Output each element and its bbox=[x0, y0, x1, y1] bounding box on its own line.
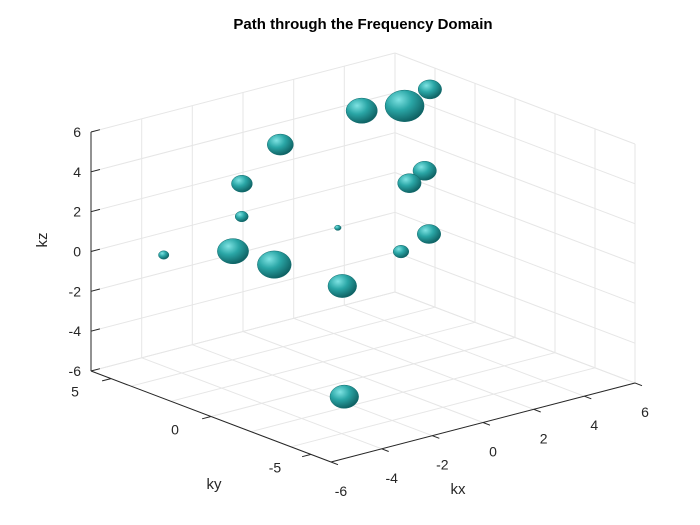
isosurface-blob bbox=[334, 224, 342, 231]
y-tick-mark bbox=[201, 416, 212, 420]
z-tick-label: -6 bbox=[69, 363, 82, 379]
z-tick-mark bbox=[90, 248, 101, 252]
back-wall-grid-z bbox=[90, 92, 396, 173]
x-tick-mark bbox=[432, 435, 440, 439]
z-tick-label: 4 bbox=[73, 164, 81, 180]
x-tick-mark bbox=[533, 408, 541, 413]
side-wall-grid-z bbox=[394, 291, 636, 384]
x-tick-label: 6 bbox=[641, 404, 649, 420]
y-tick-label: -5 bbox=[269, 459, 282, 475]
back-wall-grid-z bbox=[90, 291, 396, 372]
x-tick-label: -6 bbox=[335, 483, 348, 499]
isosurface-blob bbox=[327, 274, 357, 298]
x-tick-label: -2 bbox=[436, 457, 449, 473]
y-tick-label: 0 bbox=[171, 422, 179, 438]
z-tick-label: 0 bbox=[73, 244, 81, 260]
z-tick-mark bbox=[90, 288, 101, 292]
x-tick-mark bbox=[482, 422, 491, 426]
floor-grid-y bbox=[170, 321, 476, 402]
side-wall-grid-z bbox=[394, 92, 636, 185]
z-tick-mark bbox=[90, 328, 101, 332]
z-tick-label: -2 bbox=[69, 283, 82, 299]
y-tick-label: 5 bbox=[71, 384, 79, 400]
back-wall-grid-z bbox=[90, 52, 396, 133]
isosurface-blob bbox=[267, 133, 294, 156]
y-axis-label: ky bbox=[207, 476, 223, 493]
y-tick-mark bbox=[101, 378, 112, 382]
tick-labels: -6 -4 -2 0 2 4 6 5 0 -5 6 4 2 0 -2 -4 -6 bbox=[69, 124, 650, 499]
x-axis-label: kx bbox=[451, 481, 467, 498]
x-tick-label: 0 bbox=[489, 444, 497, 460]
z-tick-label: 2 bbox=[73, 204, 81, 220]
floor-grid-y bbox=[130, 306, 436, 387]
isosurface-blob bbox=[392, 245, 410, 259]
z-tick-label: -4 bbox=[69, 323, 82, 339]
isosurface-blob bbox=[234, 210, 249, 223]
back-wall-grid-z bbox=[90, 132, 396, 213]
isosurface-blob bbox=[345, 97, 378, 124]
back-wall-grid-z bbox=[90, 251, 396, 332]
z-tick-mark bbox=[90, 129, 101, 133]
floor-grid-y bbox=[250, 352, 556, 433]
side-wall-grid-z bbox=[394, 52, 636, 145]
z-axis-label: kz bbox=[34, 233, 51, 248]
side-wall-grid-z bbox=[394, 132, 636, 225]
z-tick-mark bbox=[90, 368, 101, 372]
x-tick-label: 2 bbox=[540, 430, 548, 446]
x-tick-mark bbox=[330, 461, 339, 466]
isosurface-blobs bbox=[158, 79, 442, 409]
chart-title: Path through the Frequency Domain bbox=[233, 16, 492, 33]
z-tick-mark bbox=[90, 169, 101, 173]
x-tick-mark bbox=[634, 382, 643, 387]
z-tick-mark bbox=[90, 208, 101, 213]
isosurface-blob bbox=[397, 173, 422, 193]
side-wall-grid-z bbox=[394, 172, 636, 264]
x-tick-mark bbox=[381, 448, 389, 452]
side-wall-grid-z bbox=[394, 251, 636, 344]
isosurface-blob bbox=[231, 175, 253, 193]
z-tick-label: 6 bbox=[73, 124, 81, 140]
isosurface-blob bbox=[417, 224, 441, 244]
y-tick-mark bbox=[301, 453, 312, 458]
isosurface-blob bbox=[412, 161, 437, 181]
x-tick-label: -4 bbox=[385, 470, 398, 486]
x-tick-mark bbox=[584, 395, 592, 400]
isosurface-blob bbox=[329, 384, 359, 409]
isosurface-blob bbox=[384, 89, 425, 122]
isosurface-blob bbox=[217, 238, 249, 265]
floor-grid-y bbox=[290, 367, 596, 448]
isosurface-blob bbox=[257, 250, 292, 279]
floor-grid-y bbox=[210, 337, 516, 417]
isosurface-blob bbox=[417, 79, 442, 100]
isosurface-blob bbox=[158, 250, 170, 260]
x-tick-label: 4 bbox=[590, 417, 598, 433]
